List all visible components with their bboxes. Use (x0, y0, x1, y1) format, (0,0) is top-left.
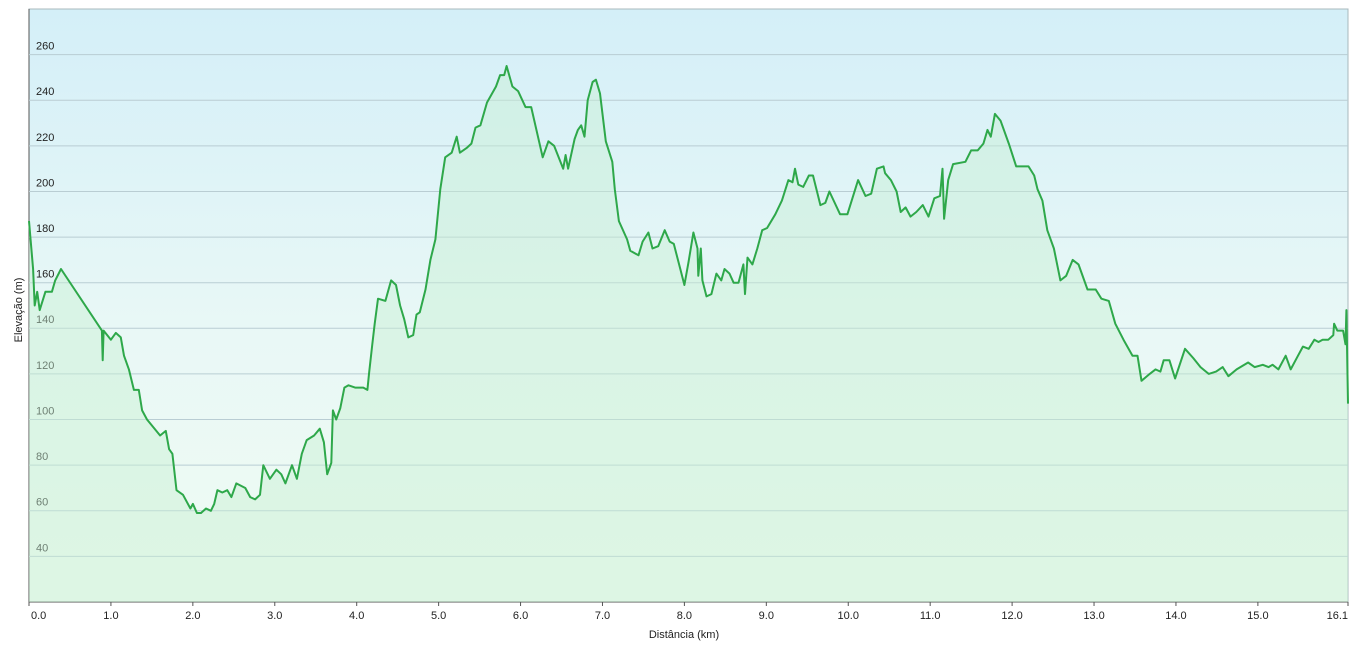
x-tick-label: 12.0 (1001, 610, 1022, 622)
x-tick-label: 7.0 (595, 610, 610, 622)
x-tick-label: 4.0 (349, 610, 364, 622)
elevation-line (28, 65, 1349, 514)
x-tick-label: 11.0 (920, 610, 941, 622)
x-tick-label: 8.0 (677, 610, 692, 622)
y-tick-label: 200 (36, 177, 54, 189)
x-tick-label: 1.0 (103, 610, 118, 622)
x-tick-label: 0.0 (31, 610, 46, 622)
x-tick-label: 3.0 (267, 610, 282, 622)
x-tick-label: 15.0 (1247, 610, 1268, 622)
y-tick-label: 140 (36, 314, 54, 326)
y-tick-label: 40 (36, 542, 48, 554)
y-tick-label: 120 (36, 360, 54, 372)
y-tick-label: 100 (36, 405, 54, 417)
x-tick-label: 10.0 (838, 610, 859, 622)
x-tick-label: 2.0 (185, 610, 200, 622)
x-tick-label: 5.0 (431, 610, 446, 622)
y-tick-label: 220 (36, 132, 54, 144)
y-tick-label: 260 (36, 41, 54, 53)
x-axis-label: Distância (km) (649, 629, 719, 641)
y-axis-label: Elevação (m) (13, 278, 25, 343)
y-tick-label: 60 (36, 497, 48, 509)
y-tick-label: 80 (36, 451, 48, 463)
x-tick-label: 13.0 (1083, 610, 1104, 622)
x-tick-label: 9.0 (759, 610, 774, 622)
y-tick-label: 160 (36, 269, 54, 281)
plot-area (28, 8, 1349, 603)
y-tick-label: 180 (36, 223, 54, 235)
x-tick-label: 6.0 (513, 610, 528, 622)
x-tick-label: 16.1 (1327, 610, 1348, 622)
x-tick-label: 14.0 (1165, 610, 1186, 622)
elevation-area (29, 66, 1348, 602)
y-tick-label: 240 (36, 86, 54, 98)
